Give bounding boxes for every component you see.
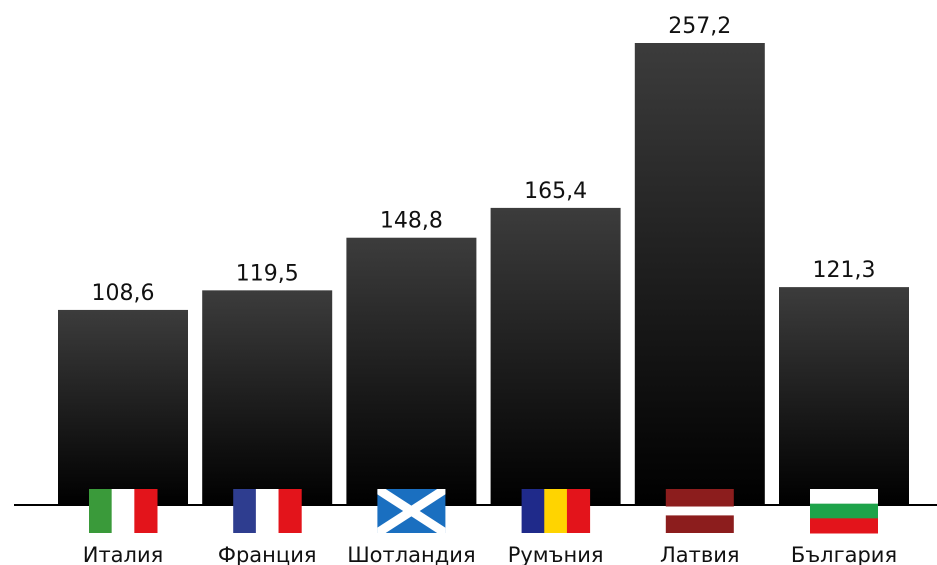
- data-label: 121,3: [813, 258, 876, 283]
- labels-layer: 108,6 Италия 119,5 Франция 148,8 Шотландия 165…: [83, 14, 897, 565]
- bar: [634, 43, 765, 505]
- x-tick-label: Шотландия: [347, 543, 475, 565]
- scotland-flag-icon: [377, 489, 446, 533]
- data-label: 148,8: [380, 209, 443, 234]
- data-label: 119,5: [236, 261, 299, 286]
- x-tick-label: Румъния: [508, 543, 604, 565]
- bar: [202, 290, 333, 505]
- x-tick-label: Латвия: [660, 543, 740, 565]
- latvia-flag-icon: [665, 489, 734, 533]
- bulgaria-flag-icon: [810, 489, 878, 534]
- bar: [779, 287, 909, 505]
- data-label: 165,4: [524, 179, 587, 204]
- x-tick-label: Италия: [83, 543, 164, 565]
- x-tick-label: България: [791, 543, 897, 565]
- bars-layer: [58, 43, 909, 506]
- bar: [346, 237, 477, 505]
- data-label: 257,2: [668, 14, 731, 39]
- bar: [490, 207, 621, 506]
- data-label: 108,6: [92, 281, 155, 306]
- x-tick-label: Франция: [218, 543, 317, 565]
- flags-layer: [89, 489, 878, 534]
- romania-flag-icon: [521, 489, 591, 533]
- france-flag-icon: [233, 489, 302, 533]
- italy-flag-icon: [89, 489, 158, 533]
- bar: [58, 309, 188, 505]
